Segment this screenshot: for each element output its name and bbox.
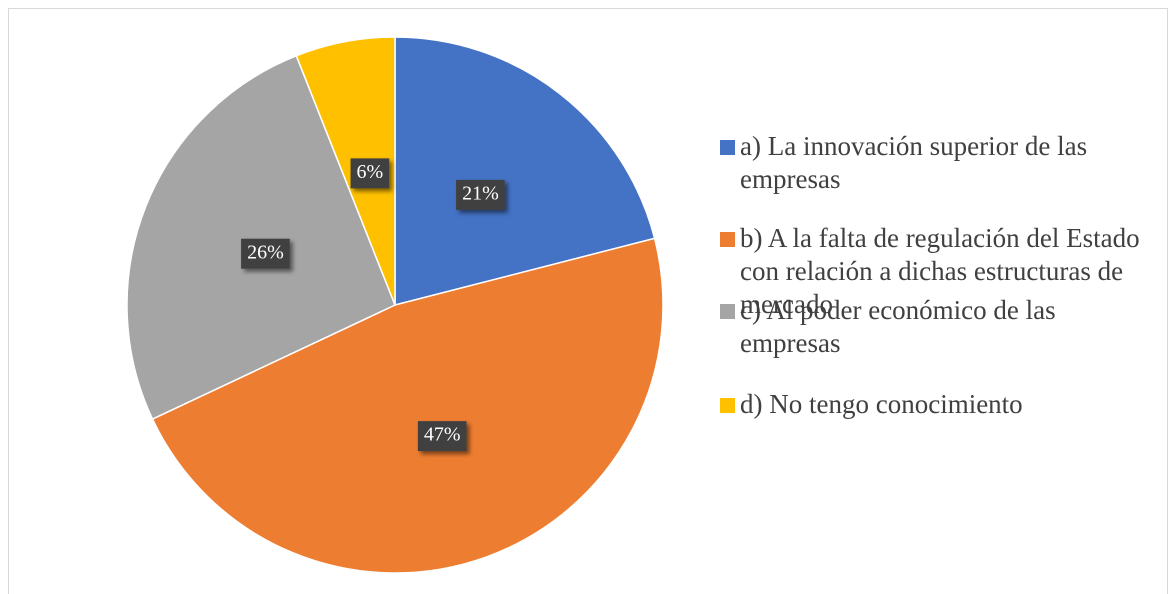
data-label-box: [350, 158, 390, 189]
legend-item: a) La innovación superior de las empresa…: [720, 130, 1160, 196]
data-label: 47%: [417, 421, 467, 452]
data-label-box: [456, 179, 505, 210]
legend-swatch: [720, 304, 735, 319]
pie-slice: [295, 36, 396, 306]
data-label-text: 6%: [357, 161, 384, 183]
legend-text: a) La innovación superior de las empresa…: [740, 131, 1088, 194]
pie-slice: [126, 54, 396, 421]
legend-text: b) A la falta de regulación del Estado c…: [740, 223, 1140, 319]
data-label-text: 26%: [247, 241, 284, 263]
data-label-box: [241, 238, 290, 269]
legend-swatch: [720, 398, 735, 413]
chart-frame: [8, 8, 1168, 594]
legend-item: d) No tengo conocimiento: [720, 388, 1160, 421]
data-label-text: 21%: [462, 182, 499, 204]
data-label: 6%: [350, 158, 390, 189]
pie-slice: [394, 36, 656, 306]
legend-item: c) Al poder económico de las empresas: [720, 294, 1160, 360]
data-label-box: [417, 421, 467, 452]
legend-text: c) Al poder económico de las empresas: [740, 295, 1056, 358]
legend-item: b) A la falta de regulación del Estado c…: [720, 222, 1160, 321]
pie-slice: [151, 237, 664, 574]
legend-swatch: [720, 232, 735, 247]
legend-swatch: [720, 140, 735, 155]
data-label-text: 47%: [424, 424, 461, 446]
legend-text: d) No tengo conocimiento: [740, 389, 1023, 419]
data-label: 21%: [456, 179, 505, 210]
data-label: 26%: [241, 238, 290, 269]
